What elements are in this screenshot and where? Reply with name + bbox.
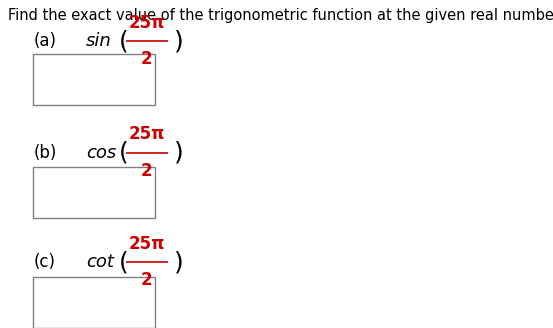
Text: (: ( bbox=[119, 29, 129, 53]
Text: Find the exact value of the trigonometric function at the given real number.: Find the exact value of the trigonometri… bbox=[8, 8, 553, 23]
Text: 2: 2 bbox=[140, 162, 153, 179]
Bar bbox=[33, 54, 155, 105]
Text: cot: cot bbox=[86, 254, 113, 271]
Text: ): ) bbox=[174, 29, 184, 53]
Text: 2: 2 bbox=[140, 50, 153, 68]
Text: (b): (b) bbox=[33, 144, 56, 161]
Text: (a): (a) bbox=[33, 32, 56, 50]
Text: 25π: 25π bbox=[128, 126, 165, 143]
Text: (: ( bbox=[119, 250, 129, 275]
Text: (c): (c) bbox=[33, 254, 55, 271]
Text: cos: cos bbox=[86, 144, 116, 161]
Text: ): ) bbox=[174, 140, 184, 165]
Bar bbox=[33, 277, 155, 328]
Text: (: ( bbox=[119, 140, 129, 165]
Text: sin: sin bbox=[86, 32, 112, 50]
Text: 25π: 25π bbox=[128, 14, 165, 32]
Text: ): ) bbox=[174, 250, 184, 275]
Text: 2: 2 bbox=[140, 272, 153, 289]
Bar bbox=[33, 167, 155, 218]
Text: 25π: 25π bbox=[128, 236, 165, 253]
